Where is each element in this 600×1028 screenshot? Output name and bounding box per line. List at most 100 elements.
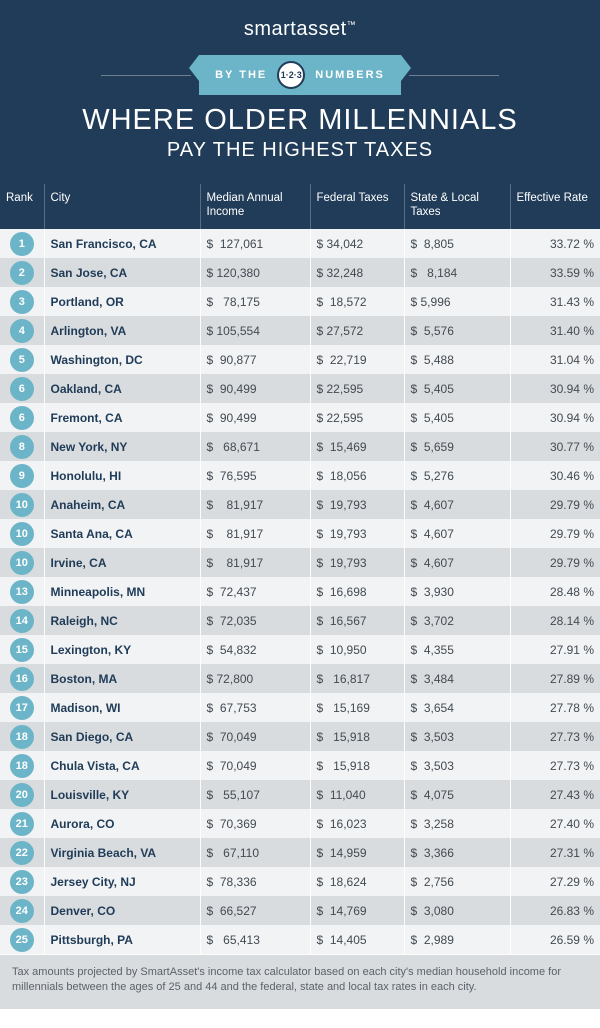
- state-cell: $ 3,702: [404, 606, 510, 635]
- table-row: 22Virginia Beach, VA$ 67,110$ 14,959$ 3,…: [0, 838, 600, 867]
- state-cell: $ 3,654: [404, 693, 510, 722]
- state-cell: $ 5,276: [404, 461, 510, 490]
- rank-cell: 5: [0, 345, 44, 374]
- table-row: 24Denver, CO$ 66,527$ 14,769$ 3,08026.83…: [0, 896, 600, 925]
- state-cell: $ 2,756: [404, 867, 510, 896]
- rank-cell: 6: [0, 374, 44, 403]
- federal-cell: $ 15,918: [310, 722, 404, 751]
- rank-cell: 22: [0, 838, 44, 867]
- ribbon-line-right: [409, 75, 499, 76]
- income-cell: $ 78,336: [200, 867, 310, 896]
- state-cell: $ 2,989: [404, 925, 510, 954]
- state-cell: $ 5,488: [404, 345, 510, 374]
- rank-badge: 4: [10, 319, 34, 343]
- federal-cell: $ 14,769: [310, 896, 404, 925]
- rank-badge: 10: [10, 522, 34, 546]
- rate-cell: 30.94 %: [510, 374, 600, 403]
- city-cell: Portland, OR: [44, 287, 200, 316]
- city-cell: Honolulu, HI: [44, 461, 200, 490]
- city-cell: Washington, DC: [44, 345, 200, 374]
- income-cell: $ 105,554: [200, 316, 310, 345]
- rate-cell: 29.79 %: [510, 548, 600, 577]
- income-cell: $ 72,800: [200, 664, 310, 693]
- rank-badge: 14: [10, 609, 34, 633]
- city-cell: Raleigh, NC: [44, 606, 200, 635]
- federal-cell: $ 22,719: [310, 345, 404, 374]
- income-cell: $ 90,877: [200, 345, 310, 374]
- income-cell: $ 81,917: [200, 519, 310, 548]
- rate-cell: 27.43 %: [510, 780, 600, 809]
- state-cell: $ 3,503: [404, 722, 510, 751]
- rank-badge: 10: [10, 493, 34, 517]
- table-row: 6Oakland, CA$ 90,499$ 22,595$ 5,40530.94…: [0, 374, 600, 403]
- income-cell: $ 70,049: [200, 722, 310, 751]
- income-cell: $ 67,753: [200, 693, 310, 722]
- city-cell: Oakland, CA: [44, 374, 200, 403]
- rank-badge: 6: [10, 377, 34, 401]
- table-row: 14Raleigh, NC$ 72,035$ 16,567$ 3,70228.1…: [0, 606, 600, 635]
- state-cell: $ 8,184: [404, 258, 510, 287]
- rank-cell: 3: [0, 287, 44, 316]
- table-row: 18Chula Vista, CA$ 70,049$ 15,918$ 3,503…: [0, 751, 600, 780]
- page-title: WHERE OLDER MILLENNIALS: [0, 105, 600, 137]
- city-cell: Chula Vista, CA: [44, 751, 200, 780]
- ribbon-circle-icon: 1·2·3: [277, 61, 305, 89]
- income-cell: $ 127,061: [200, 229, 310, 258]
- city-cell: New York, NY: [44, 432, 200, 461]
- income-cell: $ 120,380: [200, 258, 310, 287]
- state-cell: $ 3,366: [404, 838, 510, 867]
- table-row: 9Honolulu, HI$ 76,595$ 18,056$ 5,27630.4…: [0, 461, 600, 490]
- city-cell: Santa Ana, CA: [44, 519, 200, 548]
- rate-cell: 31.40 %: [510, 316, 600, 345]
- city-cell: Boston, MA: [44, 664, 200, 693]
- rank-badge: 20: [10, 783, 34, 807]
- rank-badge: 18: [10, 725, 34, 749]
- federal-cell: $ 19,793: [310, 519, 404, 548]
- rank-badge: 9: [10, 464, 34, 488]
- table-row: 10Anaheim, CA$ 81,917$ 19,793$ 4,60729.7…: [0, 490, 600, 519]
- rate-cell: 27.73 %: [510, 751, 600, 780]
- city-cell: San Jose, CA: [44, 258, 200, 287]
- rate-cell: 28.14 %: [510, 606, 600, 635]
- state-cell: $ 3,258: [404, 809, 510, 838]
- city-cell: Louisville, KY: [44, 780, 200, 809]
- rank-badge: 21: [10, 812, 34, 836]
- rank-cell: 17: [0, 693, 44, 722]
- income-cell: $ 68,671: [200, 432, 310, 461]
- rank-cell: 23: [0, 867, 44, 896]
- brand-logo: smartasset™: [0, 18, 600, 41]
- brand-part2: asset: [296, 18, 346, 40]
- tax-table: Rank City Median Annual Income Federal T…: [0, 184, 600, 955]
- rank-badge: 24: [10, 899, 34, 923]
- table-row: 4Arlington, VA$ 105,554$ 27,572$ 5,57631…: [0, 316, 600, 345]
- rate-cell: 30.46 %: [510, 461, 600, 490]
- col-state: State & Local Taxes: [404, 184, 510, 230]
- city-cell: Madison, WI: [44, 693, 200, 722]
- federal-cell: $ 18,056: [310, 461, 404, 490]
- income-cell: $ 55,107: [200, 780, 310, 809]
- city-cell: Irvine, CA: [44, 548, 200, 577]
- rate-cell: 31.04 %: [510, 345, 600, 374]
- state-cell: $ 4,607: [404, 519, 510, 548]
- rank-badge: 17: [10, 696, 34, 720]
- table-row: 25Pittsburgh, PA$ 65,413$ 14,405$ 2,9892…: [0, 925, 600, 954]
- table-row: 17Madison, WI$ 67,753$ 15,169$ 3,65427.7…: [0, 693, 600, 722]
- city-cell: Minneapolis, MN: [44, 577, 200, 606]
- city-cell: Denver, CO: [44, 896, 200, 925]
- income-cell: $ 78,175: [200, 287, 310, 316]
- state-cell: $ 5,405: [404, 374, 510, 403]
- rank-badge: 6: [10, 406, 34, 430]
- income-cell: $ 90,499: [200, 374, 310, 403]
- income-cell: $ 81,917: [200, 548, 310, 577]
- city-cell: Anaheim, CA: [44, 490, 200, 519]
- rate-cell: 31.43 %: [510, 287, 600, 316]
- table-row: 10Santa Ana, CA$ 81,917$ 19,793$ 4,60729…: [0, 519, 600, 548]
- table-row: 23Jersey City, NJ$ 78,336$ 18,624$ 2,756…: [0, 867, 600, 896]
- rank-cell: 24: [0, 896, 44, 925]
- table-row: 15Lexington, KY$ 54,832$ 10,950$ 4,35527…: [0, 635, 600, 664]
- rank-cell: 10: [0, 519, 44, 548]
- income-cell: $ 54,832: [200, 635, 310, 664]
- rate-cell: 30.94 %: [510, 403, 600, 432]
- rank-badge: 16: [10, 667, 34, 691]
- federal-cell: $ 15,918: [310, 751, 404, 780]
